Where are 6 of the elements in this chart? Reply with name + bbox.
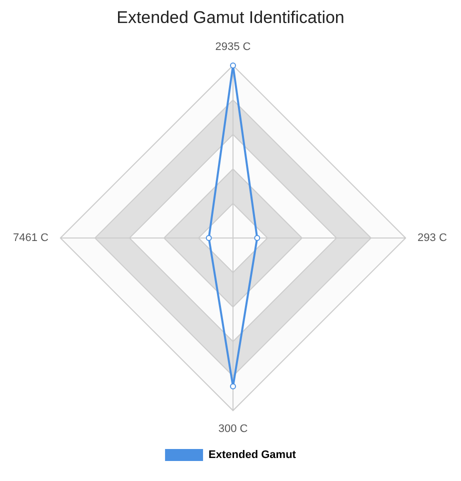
spoke-label: 300 C [218, 423, 248, 436]
spoke-label: 7461 C [12, 232, 49, 244]
chart-title: Extended Gamut Identification [116, 8, 344, 27]
spoke-label: 2935 C [215, 40, 251, 53]
spoke-label: 293 C [418, 232, 447, 244]
legend-label: Extended Gamut [208, 449, 296, 462]
